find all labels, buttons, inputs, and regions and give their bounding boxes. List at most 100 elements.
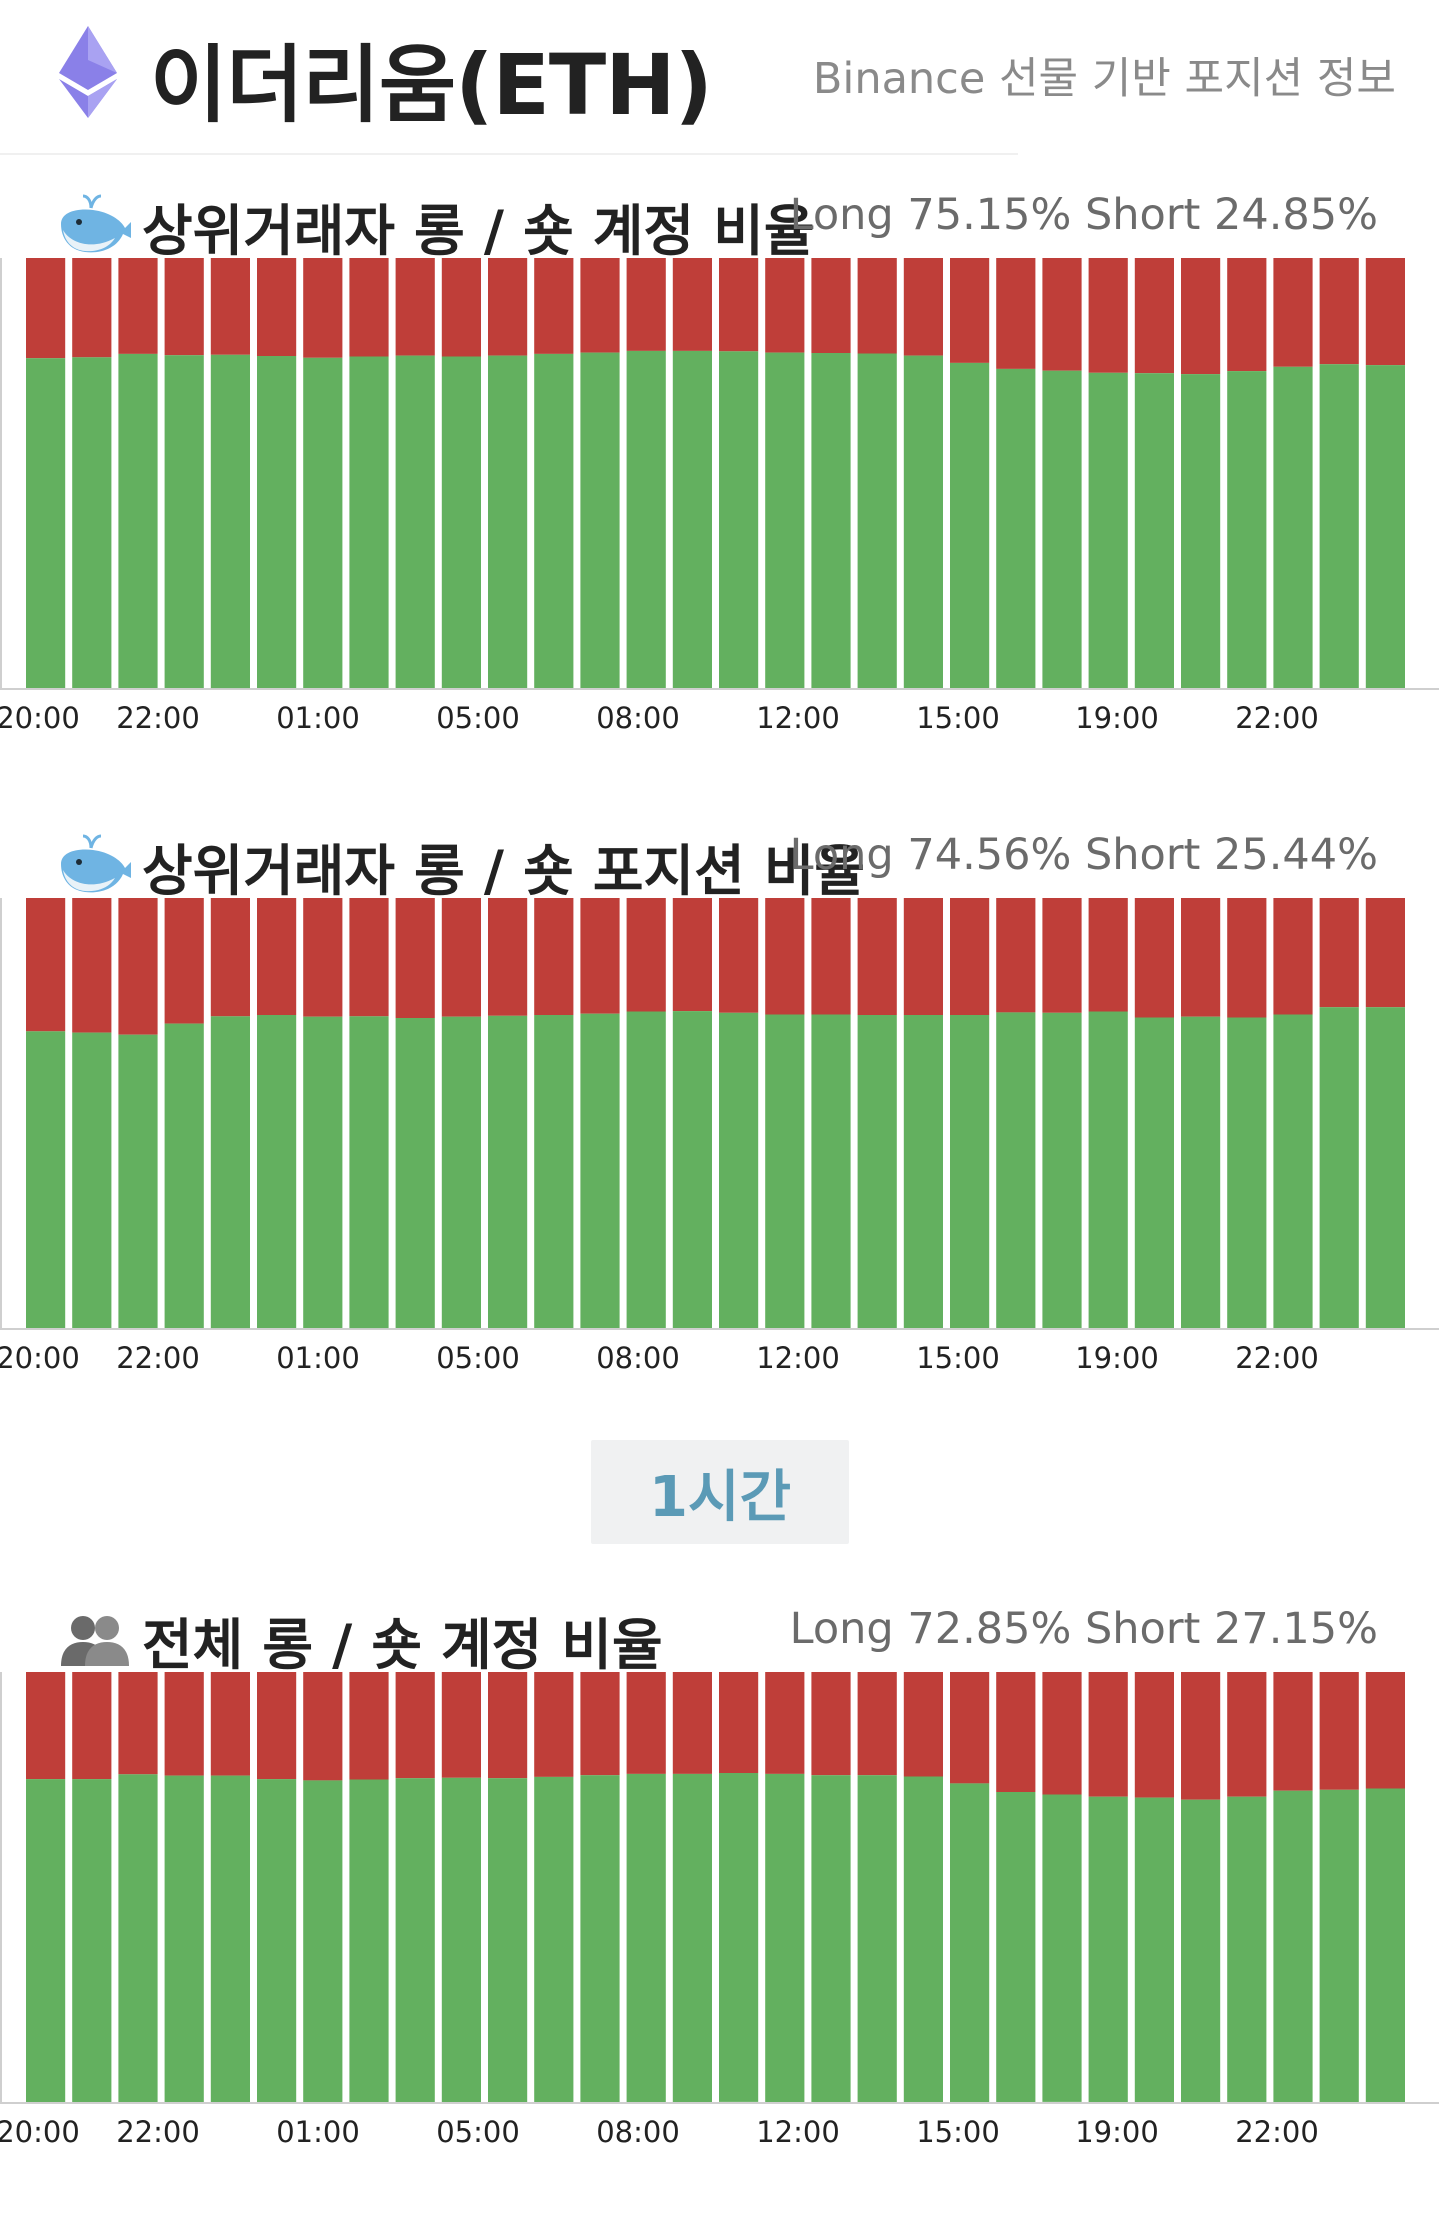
long-bar [1365,365,1405,688]
long-bar [1365,1007,1405,1328]
long-bar [72,1779,112,2102]
x-tick-label: 20:00 [0,701,80,735]
long-bar [811,353,851,688]
page-subtitle: Binance 선물 기반 포지션 정보 [812,54,1396,104]
short-bar [950,1672,990,1784]
long-bar [395,1778,435,2102]
short-bar [719,898,759,1013]
chart-title: 상위거래자 롱 / 숏 계정 비율 [142,199,815,263]
long-bar [1088,1796,1128,2102]
long-bar [626,1011,666,1328]
short-bar [1227,258,1267,372]
short-bar [1227,1672,1267,1797]
x-tick-label: 12:00 [756,2115,840,2149]
x-tick-label: 15:00 [916,701,1000,735]
short-bar [719,258,759,352]
short-bar [210,258,250,355]
short-bar [257,258,297,356]
short-bar [26,258,66,359]
long-bar [1181,1016,1221,1328]
short-bar [349,258,389,357]
short-bar [26,1672,66,1780]
short-bar [1088,1672,1128,1797]
x-tick-label: 22:00 [1235,701,1319,735]
header-divider [0,153,1018,155]
chart-ratio-text: Long 75.15% Short 24.85% [789,190,1378,240]
long-bar [210,354,250,689]
short-bar [349,898,389,1017]
period-badge[interactable]: 1시간 [591,1440,849,1544]
long-bar [719,351,759,688]
short-bar [534,258,574,354]
short-bar [996,898,1036,1013]
x-tick-label: 22:00 [1235,1341,1319,1375]
long-bar [534,353,574,688]
x-tick-label: 22:00 [116,701,200,735]
long-bar [118,353,158,688]
long-bar [1319,1789,1359,2102]
long-bar [1134,373,1174,688]
long-bar [1181,1799,1221,2102]
short-bar [72,1672,112,1780]
long-bar [395,1018,435,1328]
x-tick-label: 22:00 [1235,2115,1319,2149]
chart-plot: 20:00 22:00 01:00 05:00 08:00 12:00 15:00 19:00… [0,1672,1439,2149]
long-bar [534,1776,574,2102]
short-bar [1273,898,1313,1015]
x-tick-label: 19:00 [1075,701,1159,735]
short-bar [950,258,990,363]
long-bar [1273,1790,1313,2102]
short-bar [303,258,343,358]
x-tick-label: 08:00 [596,701,680,735]
short-bar [672,258,712,351]
short-bar [903,898,943,1015]
long-bar [257,1779,297,2102]
short-bar [1273,258,1313,367]
chart-plot: 20:00 22:00 01:00 05:00 08:00 12:00 15:00 19:00… [0,898,1439,1375]
long-bar [303,1780,343,2102]
short-bar [765,1672,805,1774]
short-bar [580,1672,620,1776]
short-bar [1273,1672,1313,1791]
long-bar [580,1775,620,2102]
x-tick-label: 15:00 [916,1341,1000,1375]
x-tick-label: 01:00 [276,701,360,735]
long-bar [903,1776,943,2102]
short-bar [903,258,943,356]
long-bar [626,1773,666,2102]
x-tick-label: 22:00 [116,1341,200,1375]
users-icon [61,1616,129,1666]
long-bar [118,1034,158,1328]
short-bar [811,898,851,1015]
short-bar [1181,898,1221,1017]
short-bar [950,898,990,1015]
short-bar [1088,898,1128,1012]
x-tick-label: 01:00 [276,1341,360,1375]
short-bar [672,898,712,1012]
long-bar [1319,364,1359,688]
long-bar [811,1775,851,2102]
short-bar [1134,898,1174,1018]
long-bar [811,1014,851,1328]
short-bar [1365,1672,1405,1789]
long-bar [580,352,620,688]
short-bar [1042,258,1082,371]
short-bar [72,898,112,1033]
long-bar [210,1775,250,2102]
short-bar [26,898,66,1032]
short-bar [1319,258,1359,365]
short-bar [488,898,528,1016]
long-bar [950,362,990,688]
short-bar [580,258,620,353]
short-bar [996,1672,1036,1792]
long-bar [1181,374,1221,688]
x-tick-label: 12:00 [756,1341,840,1375]
long-bar [719,1773,759,2102]
long-bar [257,356,297,688]
short-bar [164,1672,204,1776]
whale-icon [61,194,131,253]
long-bar [488,1015,528,1328]
long-bar [1042,1794,1082,2102]
short-bar [1181,1672,1221,1800]
long-bar [950,1783,990,2102]
